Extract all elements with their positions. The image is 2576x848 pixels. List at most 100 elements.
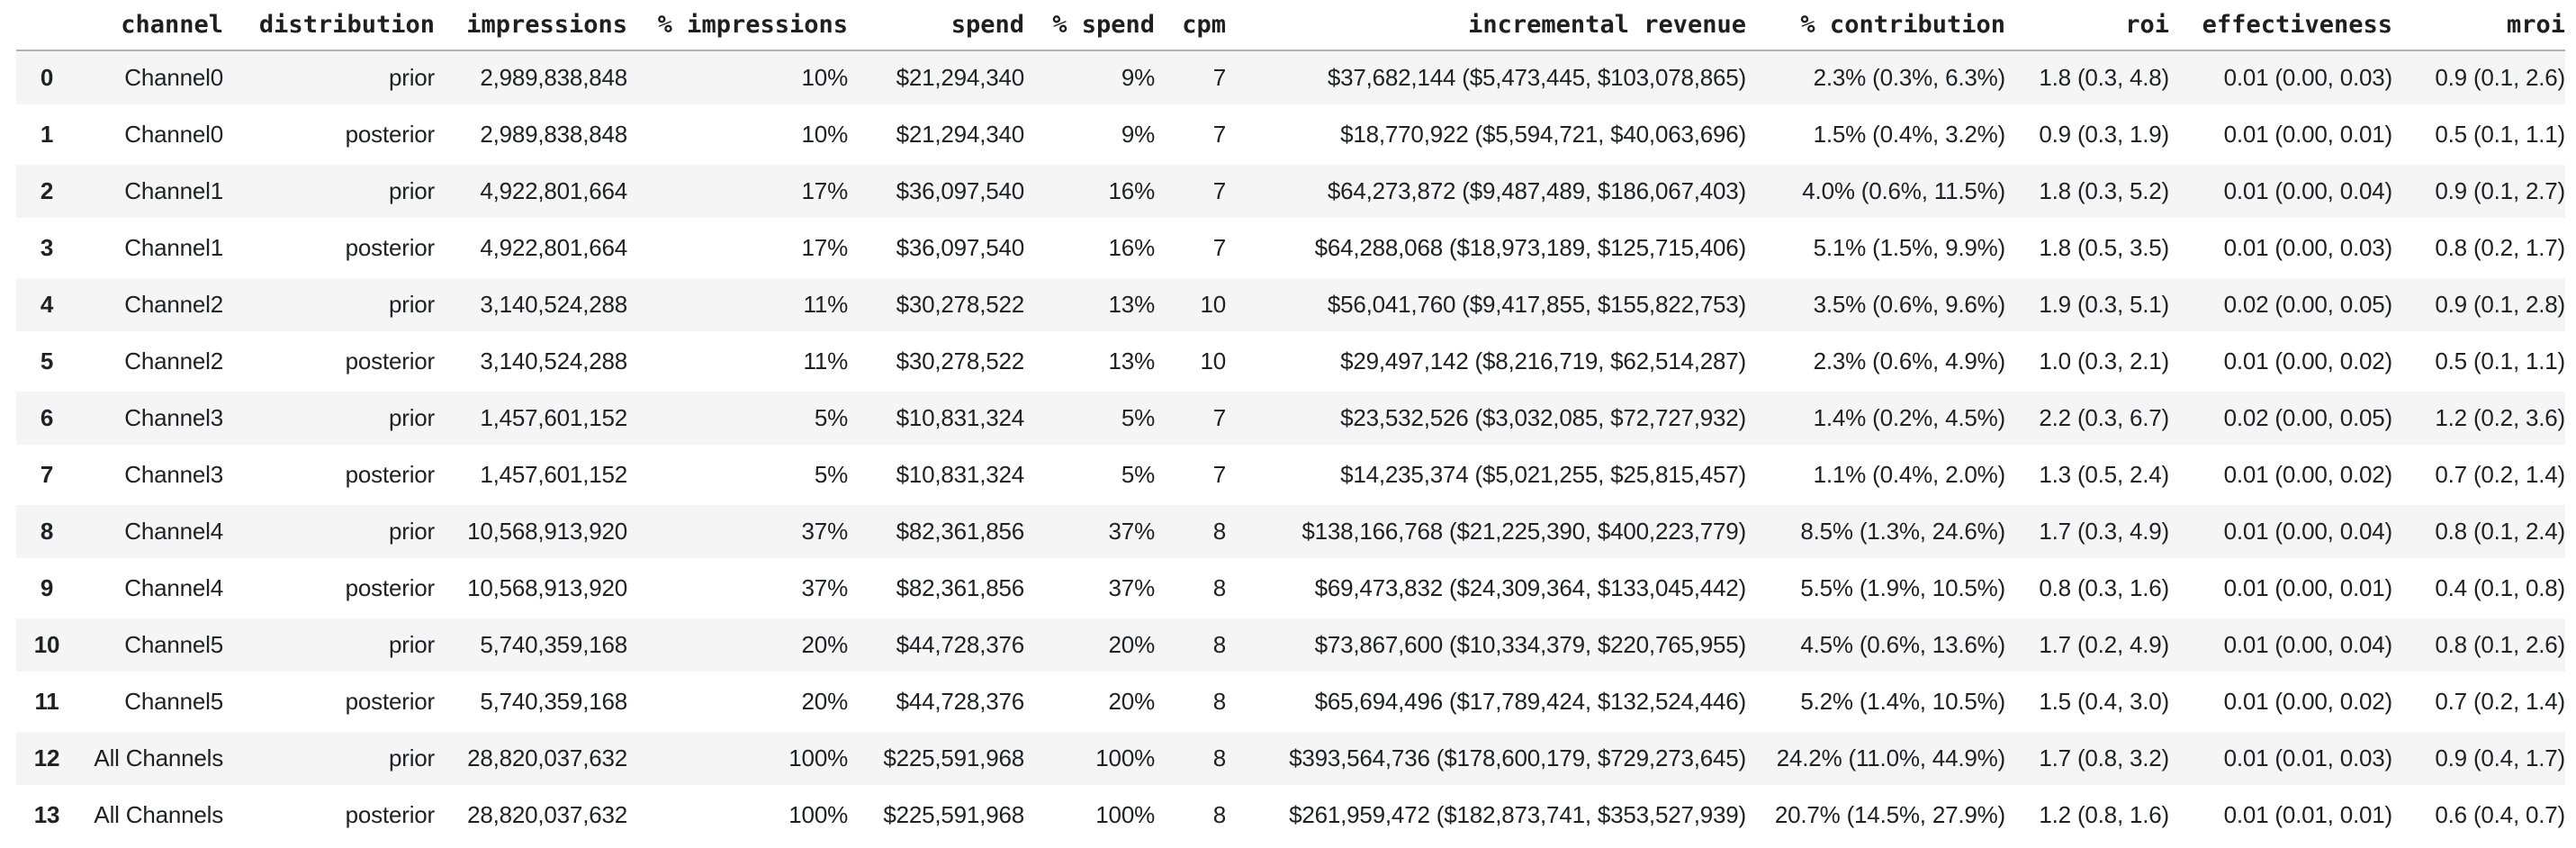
row-index: 2: [16, 163, 77, 221]
cell-effectiveness: 0.01 (0.00, 0.04): [2169, 163, 2392, 221]
cell-pct-spend: 16%: [1024, 220, 1155, 278]
col-header-incremental-revenue: incremental revenue: [1226, 0, 1746, 51]
cell-pct-contribution: 20.7% (14.5%, 27.9%): [1746, 787, 2005, 845]
cell-roi: 1.5 (0.4, 3.0): [2005, 673, 2169, 732]
cell-pct-spend: 37%: [1024, 560, 1155, 618]
cell-incremental-revenue: $64,273,872 ($9,487,489, $186,067,403): [1226, 163, 1746, 221]
cell-impressions: 5,740,359,168: [435, 673, 627, 732]
cell-pct-impressions: 20%: [627, 617, 848, 675]
cell-pct-impressions: 10%: [627, 106, 848, 165]
cell-cpm: 8: [1155, 787, 1226, 845]
cell-distribution: prior: [223, 617, 435, 675]
cell-roi: 1.3 (0.5, 2.4): [2005, 447, 2169, 505]
cell-mroi: 0.8 (0.1, 2.4): [2392, 503, 2565, 562]
cell-effectiveness: 0.01 (0.01, 0.03): [2169, 730, 2392, 789]
cell-distribution: posterior: [223, 447, 435, 505]
cell-mroi: 1.2 (0.2, 3.6): [2392, 390, 2565, 448]
cell-cpm: 7: [1155, 106, 1226, 165]
cell-pct-spend: 20%: [1024, 617, 1155, 675]
cell-impressions: 1,457,601,152: [435, 447, 627, 505]
cell-pct-contribution: 1.4% (0.2%, 4.5%): [1746, 390, 2005, 448]
col-header-distribution: distribution: [223, 0, 435, 51]
cell-incremental-revenue: $23,532,526 ($3,032,085, $72,727,932): [1226, 390, 1746, 448]
cell-pct-impressions: 10%: [627, 50, 848, 108]
cell-roi: 1.8 (0.5, 3.5): [2005, 220, 2169, 278]
cell-effectiveness: 0.01 (0.00, 0.03): [2169, 220, 2392, 278]
cell-pct-contribution: 5.5% (1.9%, 10.5%): [1746, 560, 2005, 618]
row-index: 13: [16, 787, 77, 845]
cell-mroi: 0.9 (0.1, 2.8): [2392, 276, 2565, 335]
cell-effectiveness: 0.01 (0.00, 0.01): [2169, 560, 2392, 618]
cell-cpm: 7: [1155, 163, 1226, 221]
cell-incremental-revenue: $393,564,736 ($178,600,179, $729,273,645…: [1226, 730, 1746, 789]
col-header-pct-spend: % spend: [1024, 0, 1155, 51]
cell-distribution: posterior: [223, 787, 435, 845]
cell-distribution: posterior: [223, 220, 435, 278]
col-header-mroi: mroi: [2392, 0, 2565, 51]
row-index: 10: [16, 617, 77, 675]
cell-pct-contribution: 1.1% (0.4%, 2.0%): [1746, 447, 2005, 505]
cell-pct-contribution: 24.2% (11.0%, 44.9%): [1746, 730, 2005, 789]
cell-channel: All Channels: [77, 730, 223, 789]
cell-effectiveness: 0.01 (0.00, 0.02): [2169, 333, 2392, 392]
cell-cpm: 8: [1155, 560, 1226, 618]
cell-roi: 2.2 (0.3, 6.7): [2005, 390, 2169, 448]
cell-roi: 1.2 (0.8, 1.6): [2005, 787, 2169, 845]
row-index: 4: [16, 276, 77, 335]
cell-pct-spend: 13%: [1024, 333, 1155, 392]
cell-effectiveness: 0.01 (0.01, 0.01): [2169, 787, 2392, 845]
cell-roi: 1.8 (0.3, 5.2): [2005, 163, 2169, 221]
cell-pct-contribution: 8.5% (1.3%, 24.6%): [1746, 503, 2005, 562]
cell-mroi: 0.9 (0.1, 2.7): [2392, 163, 2565, 221]
cell-roi: 0.9 (0.3, 1.9): [2005, 106, 2169, 165]
cell-pct-spend: 100%: [1024, 787, 1155, 845]
cell-cpm: 7: [1155, 447, 1226, 505]
cell-roi: 1.0 (0.3, 2.1): [2005, 333, 2169, 392]
cell-mroi: 0.5 (0.1, 1.1): [2392, 333, 2565, 392]
cell-pct-impressions: 11%: [627, 333, 848, 392]
cell-distribution: posterior: [223, 560, 435, 618]
cell-roi: 0.8 (0.3, 1.6): [2005, 560, 2169, 618]
table-row: 7 Channel3 posterior 1,457,601,152 5% $10,831…: [16, 447, 2565, 505]
cell-incremental-revenue: $261,959,472 ($182,873,741, $353,527,939…: [1226, 787, 1746, 845]
cell-pct-contribution: 2.3% (0.3%, 6.3%): [1746, 50, 2005, 108]
cell-incremental-revenue: $56,041,760 ($9,417,855, $155,822,753): [1226, 276, 1746, 335]
cell-pct-spend: 37%: [1024, 503, 1155, 562]
cell-distribution: prior: [223, 276, 435, 335]
cell-pct-contribution: 4.5% (0.6%, 13.6%): [1746, 617, 2005, 675]
cell-spend: $36,097,540: [848, 220, 1024, 278]
cell-pct-spend: 5%: [1024, 447, 1155, 505]
cell-cpm: 7: [1155, 390, 1226, 448]
cell-cpm: 8: [1155, 673, 1226, 732]
cell-impressions: 3,140,524,288: [435, 276, 627, 335]
table-row: 5 Channel2 posterior 3,140,524,288 11% $30,27…: [16, 333, 2565, 392]
table-row: 1 Channel0 posterior 2,989,838,848 10% $21,29…: [16, 106, 2565, 165]
cell-pct-impressions: 5%: [627, 390, 848, 448]
cell-roi: 1.8 (0.3, 4.8): [2005, 50, 2169, 108]
cell-mroi: 0.7 (0.2, 1.4): [2392, 673, 2565, 732]
cell-impressions: 28,820,037,632: [435, 787, 627, 845]
cell-roi: 1.7 (0.8, 3.2): [2005, 730, 2169, 789]
cell-incremental-revenue: $65,694,496 ($17,789,424, $132,524,446): [1226, 673, 1746, 732]
cell-mroi: 0.5 (0.1, 1.1): [2392, 106, 2565, 165]
cell-spend: $44,728,376: [848, 617, 1024, 675]
cell-roi: 1.7 (0.3, 4.9): [2005, 503, 2169, 562]
row-index: 12: [16, 730, 77, 789]
cell-roi: 1.7 (0.2, 4.9): [2005, 617, 2169, 675]
cell-pct-impressions: 17%: [627, 163, 848, 221]
cell-pct-impressions: 100%: [627, 730, 848, 789]
cell-pct-impressions: 11%: [627, 276, 848, 335]
table-row: 12 All Channels prior 28,820,037,632 100% $22…: [16, 730, 2565, 789]
cell-pct-impressions: 5%: [627, 447, 848, 505]
cell-spend: $21,294,340: [848, 106, 1024, 165]
cell-channel: Channel4: [77, 503, 223, 562]
cell-channel: Channel3: [77, 447, 223, 505]
cell-cpm: 8: [1155, 617, 1226, 675]
cell-spend: $225,591,968: [848, 787, 1024, 845]
col-header-pct-contribution: % contribution: [1746, 0, 2005, 51]
cell-cpm: 8: [1155, 503, 1226, 562]
cell-mroi: 0.9 (0.1, 2.6): [2392, 50, 2565, 108]
cell-impressions: 2,989,838,848: [435, 106, 627, 165]
cell-impressions: 2,989,838,848: [435, 50, 627, 108]
cell-pct-spend: 16%: [1024, 163, 1155, 221]
